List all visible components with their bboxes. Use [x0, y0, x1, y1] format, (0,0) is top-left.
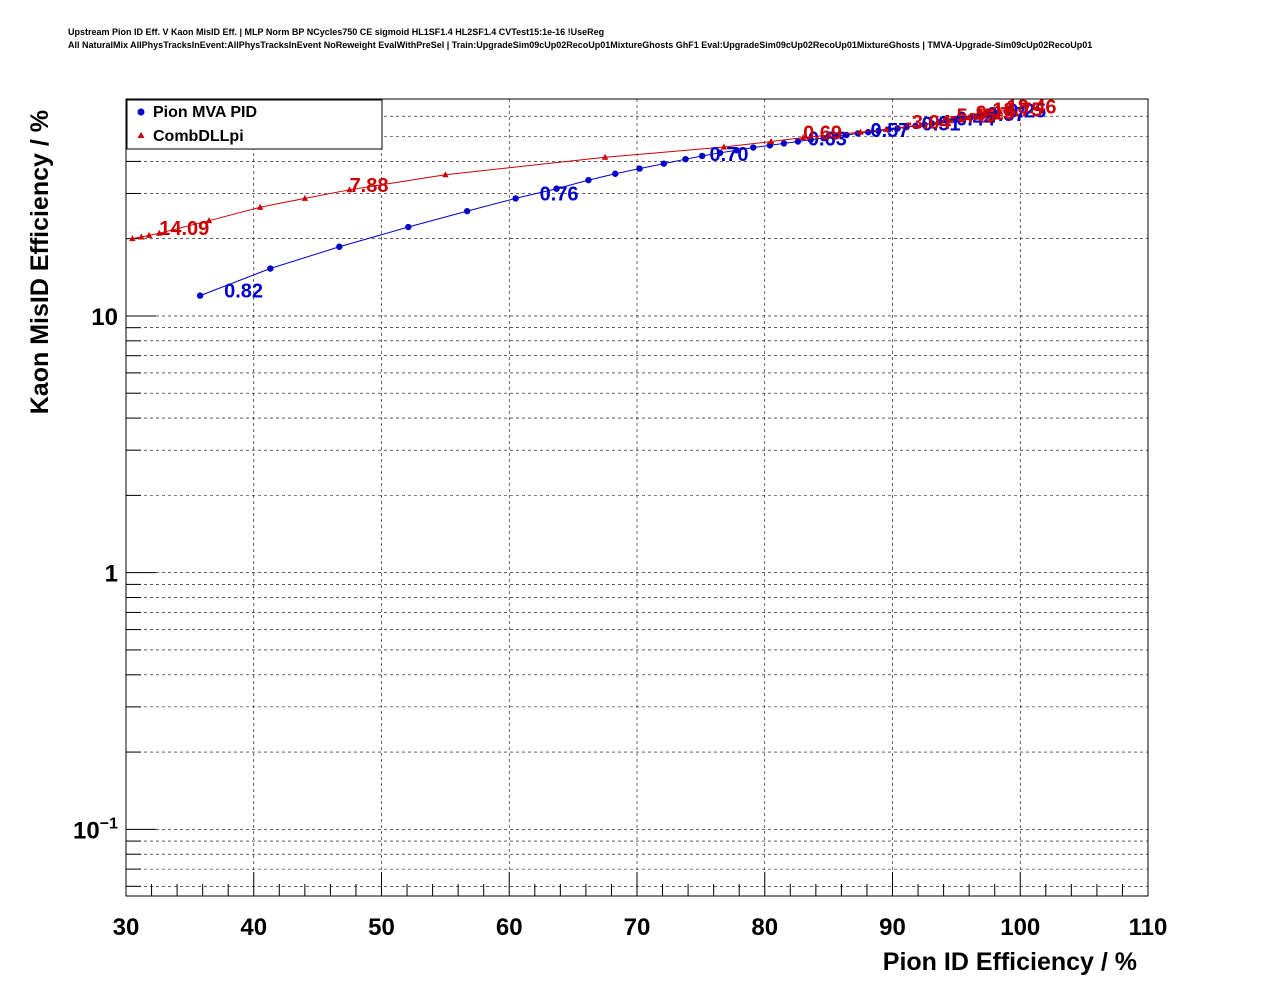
- data-point: [716, 149, 724, 157]
- x-tick-label: 60: [496, 914, 523, 941]
- x-tick-label: 30: [113, 914, 140, 941]
- x-tick-label: 70: [624, 914, 651, 941]
- data-point: [145, 231, 153, 238]
- data-point: [1002, 106, 1010, 113]
- data-point: [946, 117, 954, 124]
- data-point: [138, 233, 145, 240]
- data-point: [156, 229, 163, 236]
- data-point: [196, 292, 204, 299]
- x-tick-label: 90: [879, 914, 906, 941]
- data-point: [553, 185, 560, 192]
- data-point: [301, 194, 309, 201]
- data-point: [442, 171, 449, 178]
- point-label: 14.09: [159, 218, 209, 240]
- point-label: 0.70: [710, 144, 749, 166]
- data-point: [794, 138, 802, 145]
- data-point: [965, 113, 973, 120]
- x-tick-label: 40: [240, 914, 267, 941]
- legend-box: [126, 99, 383, 150]
- point-label: 0.57: [871, 120, 910, 142]
- chart-title-line-1: Upstream Pion ID Eff. V Kaon MisID Eff. …: [68, 27, 605, 37]
- series-line-1: [132, 108, 1013, 240]
- y-tick-label: 1: [105, 561, 118, 588]
- point-label: 0.82: [224, 281, 263, 303]
- data-point: [129, 235, 136, 242]
- legend-marker-pion-mva: [137, 108, 145, 116]
- data-point: [957, 115, 964, 122]
- point-label: 0.76: [540, 183, 579, 205]
- data-point: [267, 265, 274, 272]
- x-tick-label: 110: [1129, 914, 1168, 941]
- data-point: [612, 170, 619, 177]
- data-point: [974, 112, 982, 119]
- data-point: [346, 186, 353, 193]
- point-label: -3.04: [905, 112, 951, 134]
- data-point: [780, 140, 788, 147]
- point-label: 0.51: [922, 113, 961, 135]
- legend-marker-combdllpi: [137, 132, 145, 138]
- data-point: [720, 143, 728, 150]
- point-label: 7.88: [350, 175, 389, 197]
- axis-ticks: 30 40 50 60 70 80 90 100 110 10 1 10−1: [73, 115, 1168, 941]
- data-point: [660, 160, 668, 167]
- data-point: [636, 165, 643, 172]
- data-point: [934, 118, 941, 125]
- data-point: [256, 203, 264, 210]
- chart-title-line-2: All NaturalMix AllPhysTracksInEvent:AllP…: [68, 40, 1093, 50]
- point-labels-layer: 0.82 0.76 0.70 0.63 0.57 0.510.440.370.25 14.0…: [159, 96, 1056, 302]
- data-point: [875, 127, 882, 135]
- data-point: [865, 128, 872, 136]
- point-label: 0.25: [1007, 100, 1046, 122]
- point-label: -13.75: [986, 99, 1043, 121]
- data-point: [990, 109, 997, 116]
- data-point: [767, 138, 775, 145]
- legend-label-combdllpi: CombDLLpi: [153, 128, 244, 145]
- data-point: [336, 243, 343, 250]
- data-point: [982, 110, 989, 117]
- data-point: [921, 120, 928, 127]
- point-label: 0.44: [956, 108, 996, 130]
- series-layer: [129, 105, 1016, 299]
- data-point: [825, 131, 832, 138]
- data-point: [820, 134, 827, 142]
- data-point: [799, 134, 807, 141]
- data-point: [682, 155, 689, 163]
- data-point: [882, 125, 890, 132]
- y-tick-label: 10: [91, 304, 118, 331]
- data-point: [205, 217, 213, 224]
- legend: Pion MVA PID CombDLLpi: [126, 99, 383, 150]
- y-tick-label: 10−1: [73, 815, 118, 844]
- grid-lines: [126, 99, 1148, 896]
- y-axis-label: Kaon MisID Efficiency / %: [26, 110, 54, 414]
- data-point: [601, 153, 609, 160]
- data-point: [857, 128, 864, 135]
- point-label: -18.46: [1000, 96, 1057, 118]
- data-point: [750, 144, 757, 151]
- x-tick-label: 100: [1000, 914, 1040, 941]
- legend-label-pion-mva: Pion MVA PID: [153, 104, 257, 121]
- data-point: [902, 123, 909, 130]
- data-point: [698, 152, 706, 160]
- data-point: [733, 147, 740, 154]
- point-label: -9.15: [969, 102, 1015, 124]
- point-label: -5.45: [950, 106, 996, 128]
- data-point: [1009, 105, 1016, 112]
- data-point: [405, 223, 412, 231]
- x-axis-label: Pion ID Efficiency / %: [883, 948, 1137, 976]
- point-label: 0.63: [808, 128, 847, 150]
- data-point: [463, 207, 471, 215]
- x-tick-label: 80: [751, 914, 778, 941]
- data-point: [512, 195, 519, 202]
- x-tick-label: 50: [368, 914, 395, 941]
- data-point: [807, 136, 814, 143]
- data-point: [996, 107, 1004, 114]
- point-label: 0.69: [803, 123, 842, 145]
- point-label: 0.37: [987, 104, 1026, 126]
- data-point: [585, 176, 592, 184]
